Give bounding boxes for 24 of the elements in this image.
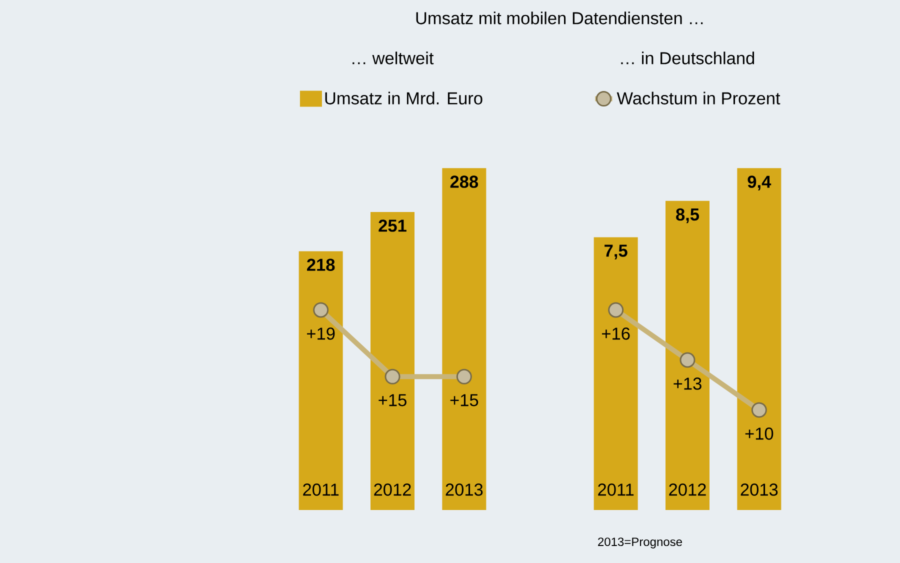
- text: 2013=Prognose: [598, 538, 682, 548]
- data-label: +19: [307, 328, 335, 340]
- legend-label: Wachstum in Prozent: [616, 92, 780, 104]
- x-tick-label: 2013: [740, 484, 778, 496]
- legend-label: Umsatz in Mrd. Euro: [325, 92, 482, 104]
- chart-subtitle: … weltweit: [352, 52, 434, 64]
- data-label: 8,5: [676, 208, 700, 224]
- x-tick-label: 2012: [374, 484, 411, 496]
- data-label: 7,5: [604, 244, 628, 260]
- data-label: 9,4: [748, 176, 772, 190]
- x-tick-label: 2011: [598, 484, 634, 496]
- data-label: 251: [378, 220, 406, 232]
- x-tick-label: 2013: [446, 484, 483, 496]
- x-tick-label: 2011: [303, 484, 339, 496]
- data-label: +15: [378, 394, 406, 406]
- data-label: 288: [450, 176, 478, 188]
- data-label: +15: [450, 394, 478, 406]
- chart-subtitle: … in Deutschland: [621, 52, 754, 64]
- text: Umsatz mit mobilen Datendiensten …: [416, 12, 703, 24]
- data-label: 218: [307, 258, 335, 271]
- data-label: +13: [674, 378, 702, 390]
- data-label: +10: [745, 428, 774, 440]
- data-label: +16: [602, 328, 630, 340]
- x-tick-label: 2012: [669, 484, 706, 496]
